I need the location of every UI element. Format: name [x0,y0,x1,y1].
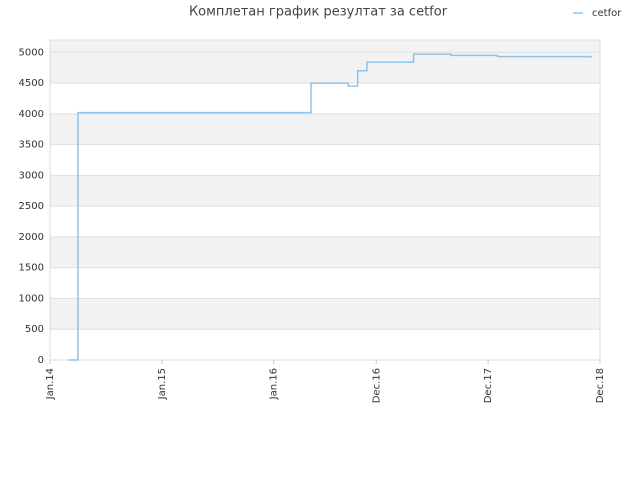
band [50,175,600,207]
x-tick-label: Jan.15 [157,368,168,400]
x-tick-label: Dec.16 [371,368,382,403]
x-tick-label: Dec.18 [595,368,606,403]
band [50,298,600,330]
y-tick-label: 3500 [19,140,44,151]
x-tick-label: Jan.16 [269,368,280,400]
y-tick-label: 1500 [19,263,44,274]
chart-title: Комплетан график резултат за cetfor [189,5,448,20]
y-tick-label: 2500 [19,201,44,212]
y-tick-label: 5000 [19,47,44,58]
plot-border [49,39,601,361]
band [50,52,600,84]
y-tick-label: 4000 [19,109,44,120]
y-tick-label: 3000 [19,170,44,181]
y-tick-label: 4500 [19,78,44,89]
y-tick-label: 2000 [19,232,44,243]
band [50,113,600,145]
legend-label: cetfor [592,8,622,19]
line [68,53,592,361]
x-tick-label: Jan.14 [45,368,56,400]
y-tick-label: 500 [25,324,44,335]
y-tick-label: 0 [38,355,44,366]
x-tick-label: Dec.17 [483,368,494,403]
band [50,40,600,53]
band [50,236,600,268]
y-tick-label: 1000 [19,293,44,304]
